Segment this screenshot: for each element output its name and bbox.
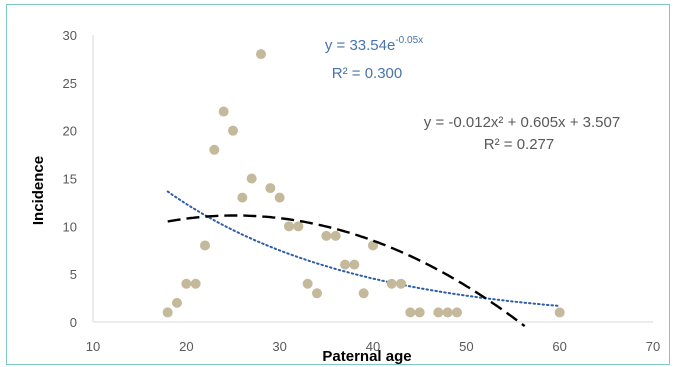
y-axis-title: Incidence bbox=[30, 156, 47, 225]
data-point bbox=[312, 288, 322, 299]
y-tick-label: 30 bbox=[63, 28, 77, 43]
y-tick-label: 0 bbox=[70, 315, 77, 330]
data-point bbox=[162, 307, 173, 318]
y-tick-label: 10 bbox=[63, 219, 77, 234]
x-tick-label: 70 bbox=[646, 339, 660, 354]
data-point bbox=[368, 240, 378, 251]
exp-trendline-equation: y = 33.54e-0.05x bbox=[325, 35, 423, 54]
polynomial-trendline bbox=[167, 214, 526, 328]
data-point bbox=[284, 221, 294, 232]
data-point bbox=[340, 259, 350, 270]
data-point bbox=[181, 278, 192, 289]
scatter-chart: 0 5 10 15 20 25 30 10 20 30 40 50 60 70 Paternal age… bbox=[30, 28, 660, 365]
data-point bbox=[200, 240, 210, 251]
y-tick-label: 5 bbox=[70, 267, 77, 282]
data-point bbox=[246, 173, 257, 184]
data-point bbox=[218, 106, 229, 117]
data-point bbox=[321, 230, 332, 241]
axes bbox=[92, 35, 653, 323]
chart-frame: 0 5 10 15 20 25 30 10 20 30 40 50 60 70 Paternal age… bbox=[6, 4, 670, 365]
data-point bbox=[452, 307, 462, 318]
x-tick-label: 30 bbox=[272, 339, 286, 354]
data-point bbox=[433, 307, 444, 318]
x-tick-labels: 10 20 30 40 50 60 70 bbox=[86, 339, 660, 354]
data-point bbox=[293, 221, 304, 232]
data-point bbox=[172, 297, 182, 308]
x-tick-label: 10 bbox=[86, 339, 100, 354]
data-point bbox=[237, 192, 248, 203]
data-point bbox=[256, 49, 266, 60]
x-axis-title: Paternal age bbox=[322, 348, 411, 365]
data-point bbox=[209, 144, 220, 155]
y-tick-label: 15 bbox=[63, 172, 77, 187]
data-point bbox=[405, 307, 416, 318]
data-point bbox=[274, 192, 285, 203]
data-point bbox=[386, 278, 397, 289]
x-tick-label: 50 bbox=[459, 339, 473, 354]
y-tick-labels: 0 5 10 15 20 25 30 bbox=[63, 28, 77, 330]
exp-equation-exponent: -0.05x bbox=[395, 35, 423, 46]
data-point bbox=[396, 278, 406, 289]
exp-trendline-r2: R² = 0.300 bbox=[332, 65, 402, 82]
data-point bbox=[349, 259, 360, 270]
data-point bbox=[414, 307, 425, 318]
x-tick-label: 20 bbox=[179, 339, 193, 354]
poly-trendline-equation: y = -0.012x² + 0.605x + 3.507 bbox=[424, 114, 620, 131]
data-point bbox=[554, 307, 565, 318]
x-tick-label: 60 bbox=[552, 339, 566, 354]
data-point bbox=[358, 288, 369, 299]
y-tick-label: 25 bbox=[63, 76, 77, 91]
data-point bbox=[302, 278, 313, 289]
x-tick-label: 40 bbox=[366, 339, 380, 354]
exp-equation-base: y = 33.54e bbox=[325, 37, 395, 54]
data-point bbox=[265, 183, 276, 194]
y-tick-label: 20 bbox=[63, 124, 77, 139]
data-point bbox=[330, 230, 341, 241]
poly-trendline-r2: R² = 0.277 bbox=[484, 136, 554, 153]
series-layer bbox=[162, 49, 565, 328]
data-point bbox=[228, 125, 238, 136]
data-point bbox=[190, 278, 201, 289]
exponential-trendline bbox=[166, 190, 561, 307]
data-point bbox=[442, 307, 453, 318]
